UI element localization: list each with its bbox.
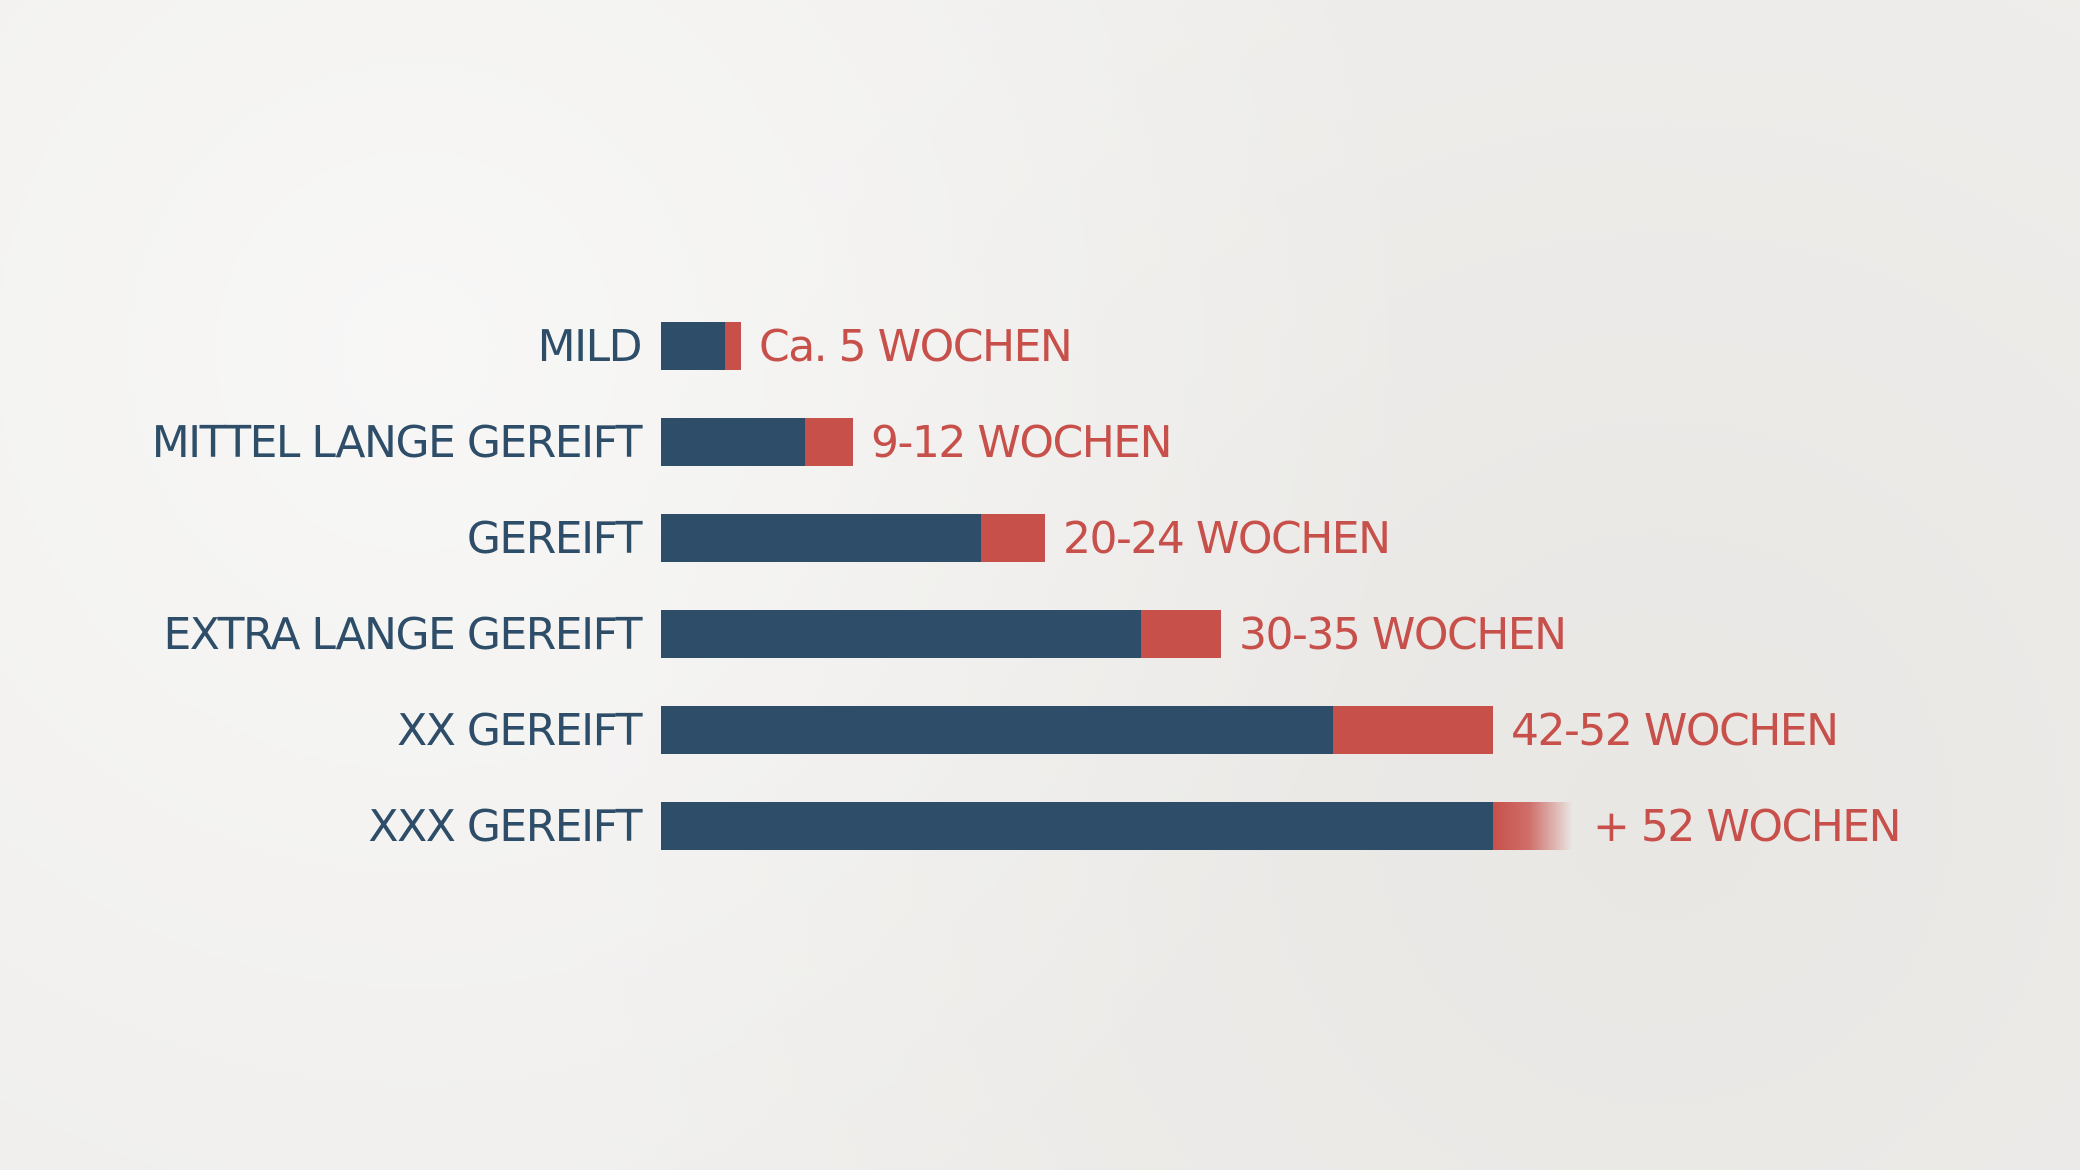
bar-row: MITTEL LANGE GEREIFT 9-12 WOCHEN: [152, 417, 1173, 468]
value-label: 42-52 WOCHEN: [1511, 705, 1838, 756]
value-label: Ca. 5 WOCHEN: [759, 321, 1071, 372]
category-label: GEREIFT: [467, 513, 643, 564]
bar-row: XX GEREIFT 42-52 WOCHEN: [397, 705, 1839, 756]
bar-row: GEREIFT 20-24 WOCHEN: [467, 513, 1391, 564]
bar-row: EXTRA LANGE GEREIFT 30-35 WOCHEN: [164, 609, 1568, 660]
category-label: EXTRA LANGE GEREIFT: [164, 609, 643, 660]
bar-row: MILD Ca. 5 WOCHEN: [538, 321, 1073, 372]
bar-min-segment: [661, 514, 981, 562]
category-label: MITTEL LANGE GEREIFT: [152, 417, 643, 468]
bar-min-segment: [661, 802, 1493, 850]
value-label: 20-24 WOCHEN: [1063, 513, 1390, 564]
bar-min-segment: [661, 610, 1141, 658]
chart-rows: MILD Ca. 5 WOCHEN MITTEL LANGE GEREIFT 9-12…: [152, 321, 1902, 852]
bar-range-segment: [725, 322, 741, 370]
category-label: MILD: [538, 321, 641, 372]
bar-range-segment: [1141, 610, 1221, 658]
value-label: 9-12 WOCHEN: [871, 417, 1171, 468]
bar-range-segment: [1333, 706, 1493, 754]
category-label: XX GEREIFT: [397, 705, 643, 756]
bar-min-segment: [661, 418, 805, 466]
bar-range-segment: [981, 514, 1045, 562]
bar-min-segment: [661, 322, 725, 370]
bar-range-segment: [805, 418, 853, 466]
bar-row: XXX GEREIFT + 52 WOCHEN: [368, 801, 1901, 852]
category-label: XXX GEREIFT: [368, 801, 642, 852]
bar-open-ended-segment: [1493, 802, 1573, 850]
value-label: + 52 WOCHEN: [1593, 801, 1900, 852]
value-label: 30-35 WOCHEN: [1239, 609, 1566, 660]
bar-min-segment: [661, 706, 1333, 754]
